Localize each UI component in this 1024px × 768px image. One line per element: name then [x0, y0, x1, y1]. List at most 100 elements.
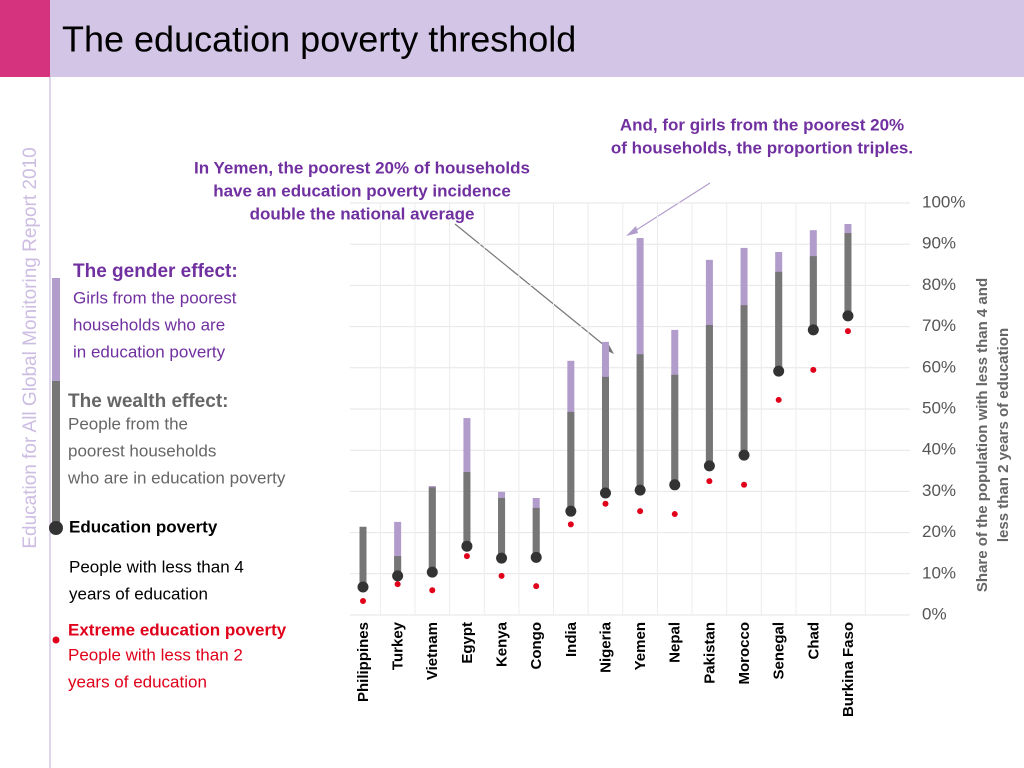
sidebar-text: Education for All Global Monitoring Repo… [20, 147, 41, 548]
extreme-poverty-dot [463, 553, 470, 560]
gender-bar [394, 521, 402, 576]
y-tick-label: 90% [922, 234, 956, 253]
y-axis-label: less than 2 years of education [995, 328, 1012, 542]
legend-red-dot [52, 636, 60, 644]
y-tick-label: 40% [922, 440, 956, 459]
education-poverty-dot [357, 581, 369, 593]
education-poverty-dot [842, 310, 854, 322]
x-tick-label: Yemen [632, 622, 649, 670]
annotation: In Yemen, the poorest 20% of households [194, 158, 530, 177]
wealth-bar [671, 374, 679, 485]
legend-gender-swatch [52, 278, 60, 381]
y-axis-label: Share of the population with less than 4… [974, 278, 991, 592]
legend-description: poorest households [68, 441, 216, 460]
x-tick-label: Congo [528, 622, 545, 669]
y-tick-label: 70% [922, 316, 956, 335]
y-tick-label: 80% [922, 275, 956, 294]
wealth-bar [705, 324, 713, 466]
education-poverty-dot [565, 505, 577, 517]
wealth-bar [601, 376, 609, 494]
extreme-poverty-dot [637, 508, 644, 515]
y-tick-label: 20% [922, 522, 956, 541]
education-poverty-dot [807, 324, 819, 336]
x-tick-label: Vietnam [424, 622, 441, 680]
legend-description: in education poverty [73, 342, 226, 361]
annotation-arrow [629, 182, 711, 235]
annotation-arrow [454, 223, 611, 351]
legend-description: People with less than 2 [68, 645, 243, 664]
extreme-poverty-dot [741, 481, 748, 488]
x-tick-label: Nepal [667, 622, 684, 663]
x-tick-label: Pakistan [701, 622, 718, 684]
education-poverty-dot [599, 487, 611, 499]
wealth-bar [532, 507, 540, 558]
extreme-poverty-dot [602, 500, 609, 507]
accent-block [0, 0, 50, 77]
legend-description: households who are [73, 315, 225, 334]
extreme-poverty-dot [360, 597, 366, 604]
y-tick-label: 10% [922, 563, 956, 582]
x-tick-label: Burkina Faso [840, 622, 857, 717]
x-tick-label: Nigeria [597, 621, 614, 673]
extreme-poverty-dot [567, 521, 574, 528]
arrow-head [626, 226, 638, 236]
x-tick-label: India [563, 621, 580, 657]
legend-description: who are in education poverty [67, 468, 286, 487]
education-poverty-dot [496, 552, 508, 564]
legend-name: Extreme education poverty [68, 620, 287, 639]
y-tick-label: 30% [922, 481, 956, 500]
wealth-bar [567, 411, 575, 512]
annotation: have an education poverty incidence [213, 181, 511, 200]
x-tick-label: Turkey [390, 621, 407, 670]
x-tick-label: Egypt [459, 622, 476, 664]
extreme-poverty-dot [844, 328, 851, 335]
legend-dot [49, 521, 63, 535]
legend-description: Girls from the poorest [73, 288, 237, 307]
education-poverty-dot [426, 566, 438, 578]
legend-name: Education poverty [69, 517, 218, 536]
extreme-poverty-dot [429, 587, 436, 594]
annotation: And, for girls from the poorest 20% [620, 115, 904, 134]
legend-wealth-swatch [52, 381, 60, 528]
wealth-bar [809, 256, 817, 330]
legend-description: People with less than 4 [69, 557, 244, 576]
y-tick-label: 100% [922, 192, 965, 211]
wealth-bar [394, 556, 402, 576]
annotation: double the national average [250, 204, 475, 223]
slide-title: The education poverty threshold [62, 19, 576, 60]
legend-name: The wealth effect: [68, 391, 228, 412]
extreme-poverty-dot [775, 396, 782, 403]
wealth-bar [844, 233, 852, 316]
x-tick-label: Chad [805, 622, 822, 660]
x-tick-label: Senegal [771, 622, 788, 680]
wealth-bar [498, 497, 506, 559]
annotation: of households, the proportion triples. [611, 138, 913, 157]
education-poverty-dot [703, 460, 715, 472]
extreme-poverty-dot [533, 583, 540, 590]
wealth-bar [636, 354, 644, 491]
education-poverty-dot [738, 449, 750, 461]
education-poverty-dot [669, 479, 681, 491]
wealth-bar [359, 526, 367, 587]
wealth-bar [775, 271, 783, 372]
x-tick-label: Philippines [355, 622, 372, 702]
extreme-poverty-dot [498, 572, 505, 579]
extreme-poverty-dot [671, 511, 678, 518]
title-bar [50, 0, 1024, 77]
x-tick-label: Kenya [494, 621, 511, 667]
extreme-poverty-dot [706, 478, 713, 485]
y-tick-label: 0% [922, 604, 947, 623]
education-poverty-dot [530, 551, 542, 563]
wealth-bar [740, 305, 748, 456]
x-tick-label: Morocco [736, 622, 753, 685]
legend-description: People from the [68, 414, 188, 433]
legend-name: The gender effect: [73, 261, 238, 282]
y-tick-label: 60% [922, 357, 956, 376]
education-poverty-dot [461, 540, 473, 552]
education-poverty-dot [392, 570, 404, 582]
education-poverty-dot [634, 484, 646, 496]
education-poverty-dot [773, 365, 785, 377]
